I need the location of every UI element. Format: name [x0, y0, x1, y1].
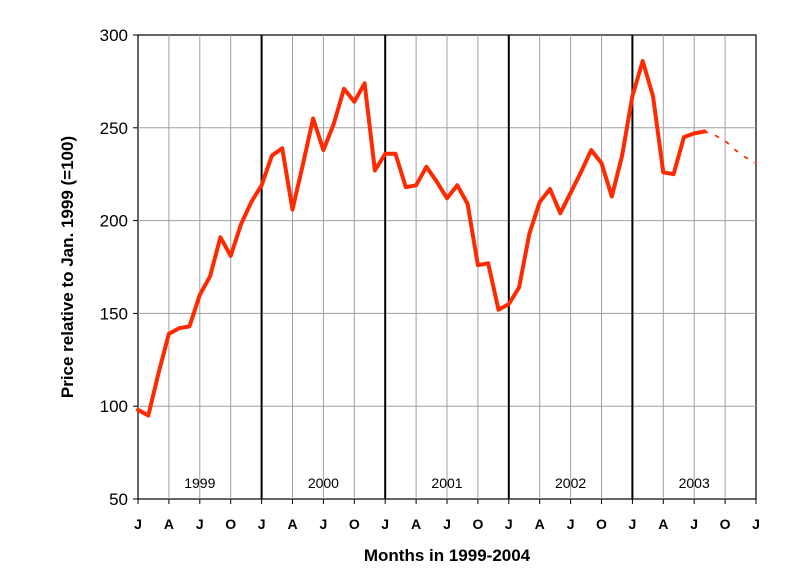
year-labels: 1999 2000 2001 2002 2003 — [184, 475, 710, 491]
year-label: 2002 — [555, 475, 586, 491]
year-dividers — [260, 35, 634, 499]
y-tick-label: 250 — [100, 119, 128, 138]
x-tick-label: A — [658, 516, 668, 532]
y-tick-label: 50 — [109, 490, 128, 509]
series-layer — [136, 59, 757, 418]
x-tick-label: J — [258, 516, 266, 532]
x-tick-label: A — [164, 516, 174, 532]
y-tick-label: 150 — [100, 304, 128, 323]
x-tick-label: J — [134, 516, 142, 532]
x-tick-label: A — [287, 516, 297, 532]
x-tick-label: J — [320, 516, 328, 532]
x-tick-label: J — [381, 516, 389, 532]
year-label: 2003 — [679, 475, 710, 491]
x-tick-label: A — [535, 516, 545, 532]
x-tick-label: J — [443, 516, 451, 532]
year-label: 1999 — [184, 475, 215, 491]
year-label: 2000 — [308, 475, 339, 491]
y-axis-label: Price relative to Jan. 1999 (=100) — [58, 136, 77, 398]
x-tick-label: A — [411, 516, 421, 532]
x-tick-label: J — [196, 516, 204, 532]
y-tick-label: 100 — [100, 397, 128, 416]
year-label: 2001 — [431, 475, 462, 491]
y-axis-ticks: 50 100 150 200 250 300 — [100, 26, 138, 509]
forecast-series-line — [703, 130, 757, 165]
x-tick-label: J — [505, 516, 513, 532]
x-tick-label: J — [629, 516, 637, 532]
x-axis-label: Months in 1999-2004 — [364, 546, 531, 565]
x-tick-label: O — [349, 516, 360, 532]
x-tick-label: J — [690, 516, 698, 532]
y-tick-label: 200 — [100, 212, 128, 231]
x-tick-label: J — [567, 516, 575, 532]
x-tick-label: O — [225, 516, 236, 532]
x-tick-label: J — [752, 516, 760, 532]
x-tick-label: O — [472, 516, 483, 532]
x-tick-label: O — [720, 516, 731, 532]
price-series-line — [136, 59, 707, 418]
x-tick-label: O — [596, 516, 607, 532]
y-tick-label: 300 — [100, 26, 128, 45]
grid-lines — [138, 35, 756, 499]
